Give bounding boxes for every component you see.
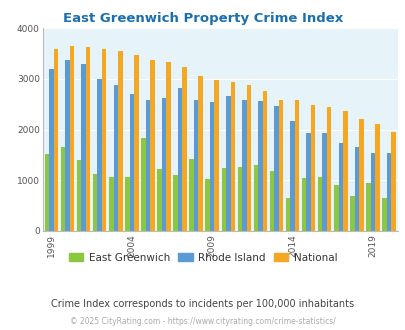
Bar xyxy=(294,100,298,231)
Bar xyxy=(386,153,390,231)
Bar xyxy=(246,85,251,231)
Bar xyxy=(278,100,283,231)
Bar xyxy=(177,88,182,231)
Bar xyxy=(306,133,310,231)
Bar xyxy=(102,49,106,231)
Bar xyxy=(145,100,150,231)
Bar xyxy=(338,143,342,231)
Bar xyxy=(129,93,134,231)
Bar xyxy=(86,47,90,231)
Bar xyxy=(285,198,290,231)
Bar xyxy=(214,80,218,231)
Bar xyxy=(53,49,58,231)
Bar xyxy=(310,105,315,231)
Bar xyxy=(198,76,202,231)
Bar xyxy=(150,59,154,231)
Bar xyxy=(109,177,113,231)
Bar xyxy=(354,147,358,231)
Bar xyxy=(370,153,374,231)
Bar xyxy=(81,64,86,231)
Bar xyxy=(390,132,395,231)
Bar xyxy=(125,177,129,231)
Bar xyxy=(317,177,322,231)
Bar xyxy=(118,51,122,231)
Bar xyxy=(45,154,49,231)
Bar xyxy=(274,106,278,231)
Bar xyxy=(65,59,70,231)
Legend: East Greenwich, Rhode Island, National: East Greenwich, Rhode Island, National xyxy=(64,249,341,267)
Bar xyxy=(113,85,118,231)
Bar xyxy=(269,171,274,231)
Bar xyxy=(182,67,186,231)
Bar xyxy=(349,196,354,231)
Bar xyxy=(166,62,171,231)
Bar xyxy=(358,119,363,231)
Bar xyxy=(226,96,230,231)
Bar xyxy=(253,165,258,231)
Bar xyxy=(290,121,294,231)
Bar xyxy=(141,138,145,231)
Bar xyxy=(194,100,198,231)
Bar xyxy=(189,159,194,231)
Bar xyxy=(262,91,266,231)
Bar xyxy=(70,46,74,231)
Bar xyxy=(205,179,209,231)
Bar xyxy=(61,147,65,231)
Text: © 2025 CityRating.com - https://www.cityrating.com/crime-statistics/: © 2025 CityRating.com - https://www.city… xyxy=(70,317,335,326)
Bar xyxy=(301,178,306,231)
Text: Crime Index corresponds to incidents per 100,000 inhabitants: Crime Index corresponds to incidents per… xyxy=(51,299,354,309)
Bar xyxy=(134,55,138,231)
Bar xyxy=(365,183,370,231)
Bar xyxy=(209,102,214,231)
Bar xyxy=(237,167,241,231)
Bar xyxy=(342,111,347,231)
Bar xyxy=(333,185,338,231)
Bar xyxy=(258,101,262,231)
Bar xyxy=(382,198,386,231)
Bar xyxy=(97,79,102,231)
Bar xyxy=(49,69,53,231)
Bar xyxy=(77,160,81,231)
Bar xyxy=(374,124,379,231)
Bar xyxy=(230,82,234,231)
Text: East Greenwich Property Crime Index: East Greenwich Property Crime Index xyxy=(63,12,342,24)
Bar xyxy=(157,169,161,231)
Bar xyxy=(173,175,177,231)
Bar xyxy=(322,133,326,231)
Bar xyxy=(161,98,166,231)
Bar xyxy=(326,107,330,231)
Bar xyxy=(221,168,226,231)
Bar xyxy=(93,174,97,231)
Bar xyxy=(241,100,246,231)
